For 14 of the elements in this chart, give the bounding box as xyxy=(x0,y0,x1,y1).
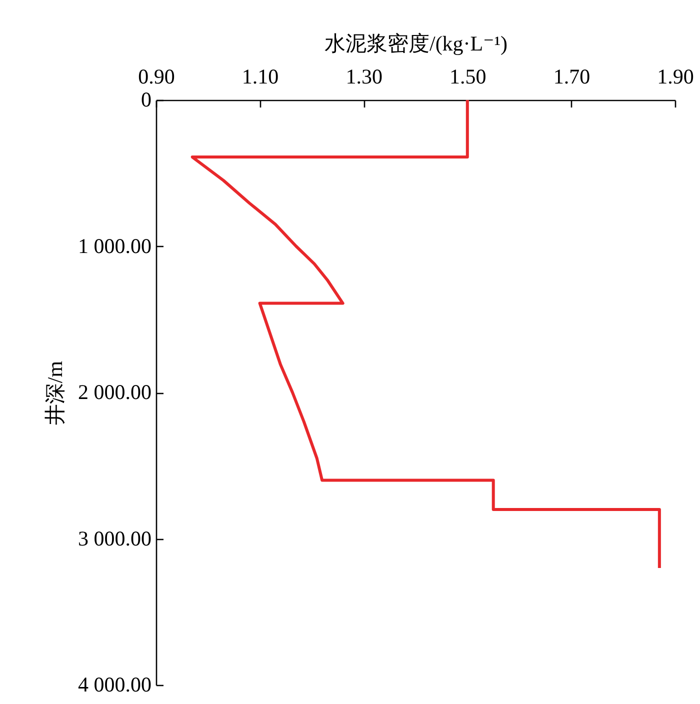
x-tick-label: 0.90 xyxy=(138,64,175,88)
x-tick-label: 1.90 xyxy=(657,64,694,88)
x-axis-title: 水泥浆密度/(kg·L⁻¹) xyxy=(324,32,508,56)
x-tick-label: 1.10 xyxy=(242,64,279,88)
line-series xyxy=(190,98,661,570)
y-tick-label: 4 000.00 xyxy=(78,672,152,696)
y-axis-title: 井深/m xyxy=(43,360,67,426)
y-tick-label: 1 000.00 xyxy=(78,234,152,258)
y-tick-label: 0 xyxy=(141,88,152,112)
y-tick-label: 2 000.00 xyxy=(78,380,152,404)
x-tick-label: 1.50 xyxy=(450,64,486,88)
y-tick-label: 3 000.00 xyxy=(78,526,152,550)
x-tick-label: 1.70 xyxy=(553,64,590,88)
x-tick-label: 1.30 xyxy=(346,64,382,88)
